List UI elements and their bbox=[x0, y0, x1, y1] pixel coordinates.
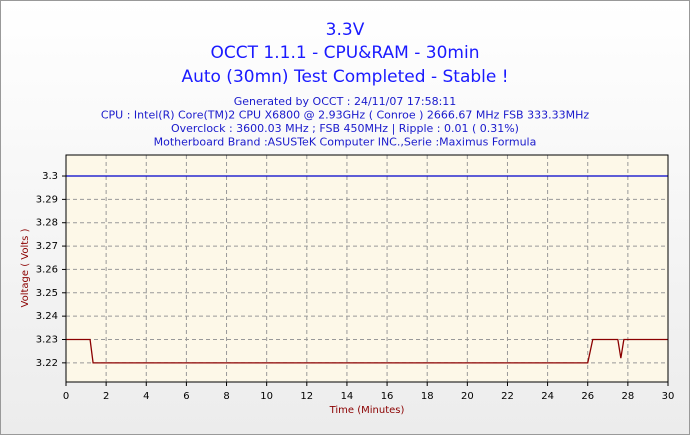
subtitle: Generated by OCCT : 24/11/07 17:58:11 bbox=[234, 95, 457, 108]
subtitle: Motherboard Brand :ASUSTeK Computer INC.… bbox=[154, 136, 537, 149]
y-tick-label: 3.27 bbox=[36, 241, 58, 252]
x-tick-label: 24 bbox=[541, 391, 554, 402]
subtitle: CPU : Intel(R) Core(TM)2 CPU X6800 @ 2.9… bbox=[101, 109, 589, 122]
x-tick-label: 20 bbox=[461, 391, 474, 402]
y-tick-label: 3.26 bbox=[36, 264, 58, 275]
y-tick-label: 3.23 bbox=[36, 334, 58, 345]
y-tick-label: 3.29 bbox=[36, 194, 58, 205]
x-tick-label: 18 bbox=[421, 391, 434, 402]
x-tick-label: 8 bbox=[223, 391, 229, 402]
x-tick-label: 26 bbox=[581, 391, 594, 402]
y-axis-label: Voltage ( Volts ) bbox=[20, 228, 31, 307]
x-tick-label: 28 bbox=[621, 391, 634, 402]
plot-area bbox=[65, 154, 669, 383]
plot-border bbox=[65, 154, 669, 383]
x-tick-label: 16 bbox=[381, 391, 394, 402]
subtitle: Overclock : 3600.03 MHz ; FSB 450MHz | R… bbox=[171, 122, 519, 135]
y-tick-label: 3.25 bbox=[36, 288, 58, 299]
x-tick-label: 0 bbox=[63, 391, 69, 402]
chart-title: 3.3V bbox=[326, 20, 365, 40]
x-axis-label: Time (Minutes) bbox=[329, 405, 405, 416]
x-tick-label: 14 bbox=[341, 391, 354, 402]
y-tick-label: 3.24 bbox=[36, 311, 58, 322]
y-tick-label: 3.22 bbox=[36, 358, 58, 369]
x-tick-label: 22 bbox=[501, 391, 514, 402]
x-tick-label: 30 bbox=[662, 391, 675, 402]
x-tick-label: 10 bbox=[260, 391, 273, 402]
y-tick-label: 3.28 bbox=[36, 218, 58, 229]
chart-title: OCCT 1.1.1 - CPU&RAM - 30min bbox=[211, 43, 480, 63]
x-tick-label: 2 bbox=[103, 391, 109, 402]
chart-title: Auto (30mn) Test Completed - Stable ! bbox=[181, 67, 508, 87]
x-tick-label: 6 bbox=[183, 391, 189, 402]
series-line bbox=[66, 338, 668, 364]
y-tick-label: 3.3 bbox=[42, 171, 58, 182]
x-tick-label: 4 bbox=[143, 391, 149, 402]
x-tick-label: 12 bbox=[300, 391, 313, 402]
